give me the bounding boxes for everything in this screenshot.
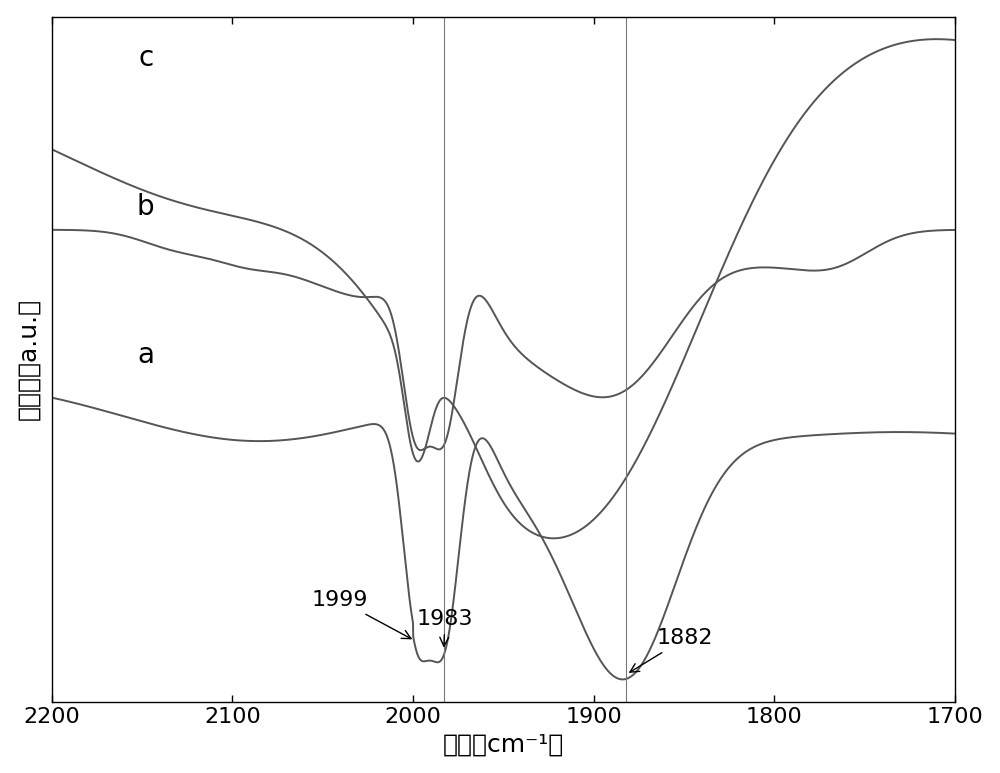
X-axis label: 波数（cm⁻¹）: 波数（cm⁻¹） xyxy=(443,732,564,756)
Text: 1882: 1882 xyxy=(630,628,713,673)
Text: b: b xyxy=(137,192,155,221)
Y-axis label: 透光率（a.u.）: 透光率（a.u.） xyxy=(17,298,41,421)
Text: 1983: 1983 xyxy=(417,609,473,646)
Text: c: c xyxy=(138,44,153,73)
Text: a: a xyxy=(137,341,154,369)
Text: 1999: 1999 xyxy=(311,591,411,638)
